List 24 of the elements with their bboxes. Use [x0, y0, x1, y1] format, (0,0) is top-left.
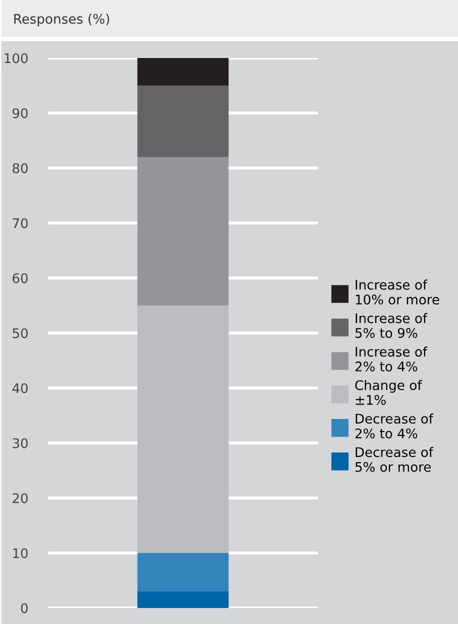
y-tick-label: 90 [12, 108, 28, 118]
legend-label: Increase of 2% to 4% [355, 346, 428, 372]
y-tick-label: 50 [12, 328, 28, 338]
y-tick-label: 30 [12, 438, 28, 448]
y-tick-label: 0 [21, 603, 28, 614]
legend-label: Change of ±1% [355, 380, 422, 405]
y-tick-label: 60 [12, 273, 28, 284]
y-tick-label: 40 [12, 383, 28, 394]
bar [137, 157, 229, 306]
bar [137, 86, 229, 157]
y-tick-label: 100 [4, 53, 28, 64]
legend-label: Increase of 10% or more [356, 280, 440, 305]
y-tick-label: 80 [12, 163, 28, 174]
legend-label: Increase of 5% to 9% [355, 313, 428, 338]
bar [137, 592, 229, 608]
y-tick-label: 20 [12, 493, 28, 504]
y-tick-label: 10 [13, 548, 28, 558]
legend-label: Decrease of 2% to 4% [355, 413, 434, 438]
bar [137, 306, 229, 553]
bar [137, 58, 229, 86]
legend-label: Decrease of 5% or more [355, 446, 434, 472]
y-tick-label: 70 [12, 218, 28, 228]
chart-title: Responses (%) [14, 14, 110, 26]
bar [137, 553, 229, 592]
